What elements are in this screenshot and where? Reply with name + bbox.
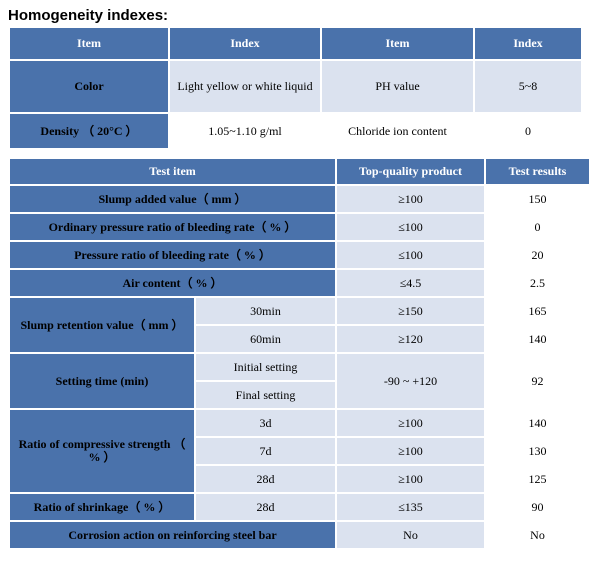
table-row: Ratio of shrinkage（ % ） 28d ≤135 90 — [10, 494, 589, 520]
result-value: 130 — [528, 443, 547, 458]
table-row: Slump added value（ mm ） ≥100 150 — [10, 186, 589, 212]
sub-label: 30min — [196, 298, 335, 324]
result-value: No — [530, 527, 545, 542]
result-value: 140 — [528, 415, 547, 430]
header-index: Index — [475, 28, 581, 59]
sub-label: Initial setting — [196, 354, 335, 380]
row-label: Density （ 20°C ） — [10, 114, 168, 148]
result-value: 165 — [528, 303, 547, 318]
standard-value: ≤4.5 — [337, 270, 484, 296]
page-title: Homogeneity indexes: — [8, 7, 169, 24]
cell-value: 0 — [525, 123, 531, 138]
standard-value: ≥100 — [337, 186, 484, 212]
standard-value: ≤100 — [337, 242, 484, 268]
standard-value: ≥100 — [337, 438, 484, 464]
header-index: Index — [170, 28, 320, 59]
standard-value: ≤100 — [337, 214, 484, 240]
table-row: Air content（ % ） ≤4.5 2.5 — [10, 270, 589, 296]
row-label: Setting time (min) — [10, 354, 194, 408]
result-value: 2.5 — [530, 275, 545, 290]
row-label: Slump added value（ mm ） — [10, 186, 335, 212]
table-row: Pressure ratio of bleeding rate（ % ） ≤10… — [10, 242, 589, 268]
row-label: Ratio of compressive strength （ % ） — [10, 410, 194, 492]
row-label: Pressure ratio of bleeding rate（ % ） — [10, 242, 335, 268]
row-label: Chloride ion content — [348, 123, 447, 138]
result-value: 140 — [528, 331, 547, 346]
header-top-quality: Top-quality product — [337, 159, 484, 184]
sub-label: Final setting — [196, 382, 335, 408]
table-header-row: Item Index Item Index — [10, 28, 581, 59]
sub-label: 28d — [196, 466, 335, 492]
table-row: Slump retention value（ mm ） 30min ≥150 1… — [10, 298, 589, 352]
standard-value: ≥100 — [337, 410, 484, 436]
table-row: Color Light yellow or white liquid PH va… — [10, 61, 581, 112]
header-test-item: Test item — [10, 159, 335, 184]
row-label: Ratio of shrinkage（ % ） — [10, 494, 194, 520]
table-row: Setting time (min) Initial setting -90 ~… — [10, 354, 589, 408]
table-row: 7d ≥100 130 — [10, 438, 589, 464]
result-value: 20 — [531, 247, 544, 262]
result-value: 150 — [528, 191, 547, 206]
header-item: Item — [322, 28, 473, 59]
header-test-results: Test results — [486, 159, 589, 184]
sub-label: 3d — [196, 410, 335, 436]
result-value: 125 — [528, 471, 547, 486]
row-label: Air content（ % ） — [10, 270, 335, 296]
result-value: 90 — [531, 499, 544, 514]
row-label: PH value — [322, 61, 473, 112]
row-label: Corrosion action on reinforcing steel ba… — [10, 522, 335, 548]
sub-label: 7d — [196, 438, 335, 464]
table-row: 60min ≥120 140 — [10, 326, 589, 352]
standard-value: ≥150 — [337, 298, 484, 324]
homogeneity-table: Item Index Item Index Color Light yellow… — [8, 26, 583, 150]
table-row: Final setting — [10, 382, 589, 408]
table-row: Corrosion action on reinforcing steel ba… — [10, 522, 589, 548]
table-row: Ratio of compressive strength （ % ） 3d ≥… — [10, 410, 589, 492]
table-header-row: Test item Top-quality product Test resul… — [10, 159, 589, 184]
table-row: 28d ≥100 125 — [10, 466, 589, 492]
cell-value: 1.05~1.10 g/ml — [208, 123, 282, 138]
performance-table: Test item Top-quality product Test resul… — [8, 157, 591, 550]
header-item: Item — [10, 28, 168, 59]
cell-value: Light yellow or white liquid — [170, 61, 320, 112]
table-row: Density （ 20°C ） 1.05~1.10 g/ml Chloride… — [10, 114, 581, 148]
standard-value: ≤135 — [337, 494, 484, 520]
row-label: Ordinary pressure ratio of bleeding rate… — [10, 214, 335, 240]
result-value: 92 — [531, 373, 544, 388]
sub-label: 60min — [196, 326, 335, 352]
table-row: Ordinary pressure ratio of bleeding rate… — [10, 214, 589, 240]
cell-value: 5~8 — [475, 61, 581, 112]
standard-value: No — [337, 522, 484, 548]
row-label: Slump retention value（ mm ） — [10, 298, 194, 352]
standard-value: ≥120 — [337, 326, 484, 352]
row-label: Color — [10, 61, 168, 112]
sub-label: 28d — [196, 494, 335, 520]
result-value: 0 — [534, 219, 541, 234]
standard-value: -90 ~ +120 — [337, 354, 484, 408]
standard-value: ≥100 — [337, 466, 484, 492]
